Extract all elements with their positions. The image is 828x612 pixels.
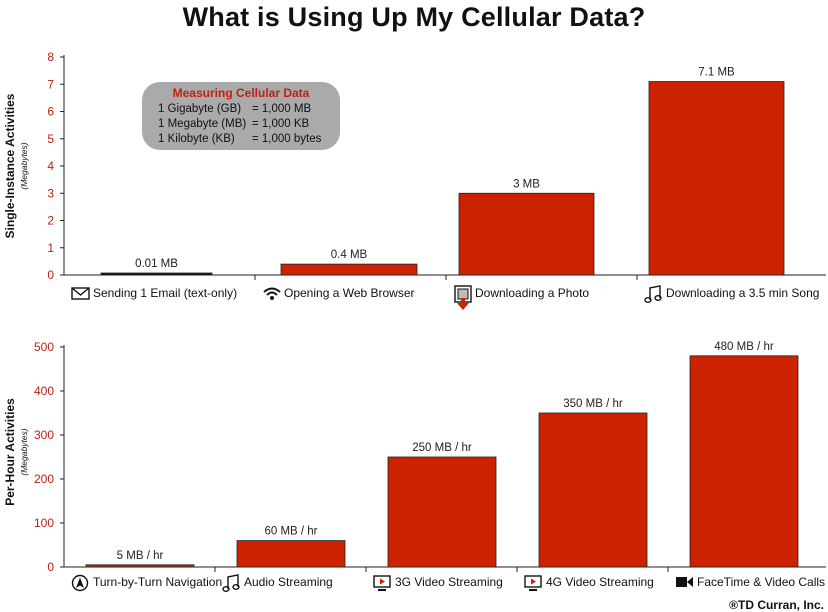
bar-data-label: 250 MB / hr [412,442,472,454]
bar-data-label: 7.1 MB [698,67,735,79]
music-note-icon [644,285,662,303]
bar [85,564,195,568]
category-label: Turn-by-Turn Navigation [93,575,222,589]
info-row: 1 Gigabyte (GB) = 1,000 MB [158,103,311,115]
note-stem [649,285,661,300]
bar [648,81,785,276]
bar-data-label: 3 MB [513,178,540,190]
info-box-title: Measuring Cellular Data [172,86,310,100]
envelope-body [71,287,90,300]
arrow-head [457,303,469,310]
y-tick-label: 0 [47,268,54,282]
wifi-icon [263,287,281,300]
category-label: Sending 1 Email (text-only) [93,286,237,300]
camera-body [676,577,687,587]
bar [387,456,497,568]
y-axis-subtitle: (Megabytes) [19,428,29,475]
play-triangle [531,578,536,585]
bar [280,263,418,276]
y-tick-label: 0 [47,560,54,574]
note-head [654,294,662,301]
bar-data-label: 5 MB / hr [117,550,164,562]
y-tick-label: 400 [34,384,54,398]
category-label: Downloading a Photo [475,286,589,300]
wifi-dot [270,296,274,300]
bar [236,540,346,568]
category-label: FaceTime & Video Calls [697,575,825,589]
wifi-arc [266,291,278,296]
category-label: 4G Video Streaming [546,575,654,589]
category-label: 3G Video Streaming [395,575,503,589]
info-box: Measuring Cellular Data 1 Gigabyte (GB) =… [142,82,340,150]
copyright-text: ®TD Curran, Inc. [729,598,824,612]
screen-frame [524,575,542,588]
note-head [644,296,652,303]
envelope-icon [71,287,90,300]
y-axis-subtitle: (Megabytes) [19,142,29,189]
info-unit: 1 Kilobyte (KB) [158,133,235,145]
bar-data-label: 0.4 MB [331,249,368,261]
y-tick-label: 7 [47,77,54,91]
nav-circle [71,574,89,592]
wifi-arc [263,287,281,293]
video-screen-icon [524,575,542,591]
bar-data-label: 480 MB / hr [714,341,774,353]
photo-inner [457,288,469,300]
y-tick-label: 4 [47,159,54,173]
video-screen-icon [373,575,391,591]
bar [689,355,799,568]
chart-title: What is Using Up My Cellular Data? [182,2,646,32]
y-tick-label: 3 [47,186,54,200]
note-head [232,583,240,590]
info-unit: 1 Megabyte (MB) [158,118,247,130]
arrow-shaft [461,298,465,304]
category-label: Downloading a 3.5 min Song [666,286,819,300]
info-row: 1 Kilobyte (KB) = 1,000 bytes [158,133,321,145]
y-tick-label: 8 [47,50,54,64]
camera-lens [687,577,693,587]
y-tick-label: 6 [47,105,54,119]
nav-arrow [76,577,84,588]
info-value: = 1,000 KB [252,118,310,130]
bar [100,272,213,276]
envelope-flap [71,287,90,296]
bar-data-label: 350 MB / hr [563,398,623,410]
y-tick-label: 300 [34,428,54,442]
category-label: Audio Streaming [244,575,333,589]
bar [538,412,648,568]
bar-data-label: 0.01 MB [135,258,178,270]
music-note-icon [222,574,240,592]
y-tick-label: 2 [47,214,54,228]
bar-data-label: 60 MB / hr [264,526,317,538]
info-value: = 1,000 bytes [252,133,322,145]
photo-download-icon [454,285,472,310]
y-tick-label: 5 [47,132,54,146]
bar [458,192,595,276]
play-triangle [380,578,385,585]
info-unit: 1 Gigabyte (GB) [158,103,242,115]
note-head [222,585,230,592]
y-tick-label: 500 [34,340,54,354]
info-row: 1 Megabyte (MB) = 1,000 KB [158,118,309,130]
category-label: Opening a Web Browser [284,286,415,300]
y-axis-title: Single-Instance Activities [3,93,17,238]
y-tick-label: 1 [47,241,54,255]
y-tick-label: 100 [34,516,54,530]
video-camera-icon [676,577,693,587]
info-value: = 1,000 MB [252,103,312,115]
y-axis-title: Per-Hour Activities [3,398,17,506]
navigation-arrow-icon [71,574,89,592]
screen-frame [373,575,391,588]
note-stem [227,574,239,589]
y-tick-label: 200 [34,472,54,486]
